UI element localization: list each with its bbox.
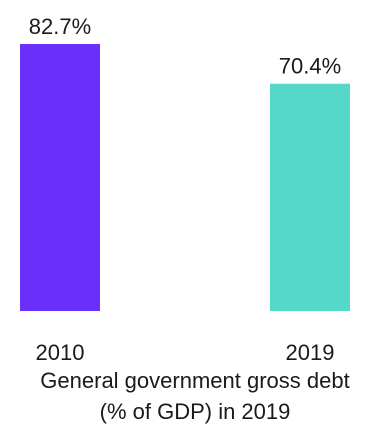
- chart-caption-line-1: General government gross debt: [40, 368, 349, 393]
- bar-2019: [270, 83, 350, 312]
- value-label-2010: 82.7%: [29, 14, 91, 39]
- chart-caption-line-2: (% of GDP) in 2019: [100, 399, 291, 424]
- x-tick-labels-group: 2010 2019: [36, 340, 335, 365]
- x-tick-label-2019: 2019: [286, 340, 335, 365]
- value-label-2019: 70.4%: [279, 54, 341, 79]
- bar-2010: [20, 44, 100, 311]
- bars-group: [20, 44, 350, 312]
- x-tick-label-2010: 2010: [36, 340, 85, 365]
- value-labels-group: 82.7% 70.4%: [29, 14, 341, 79]
